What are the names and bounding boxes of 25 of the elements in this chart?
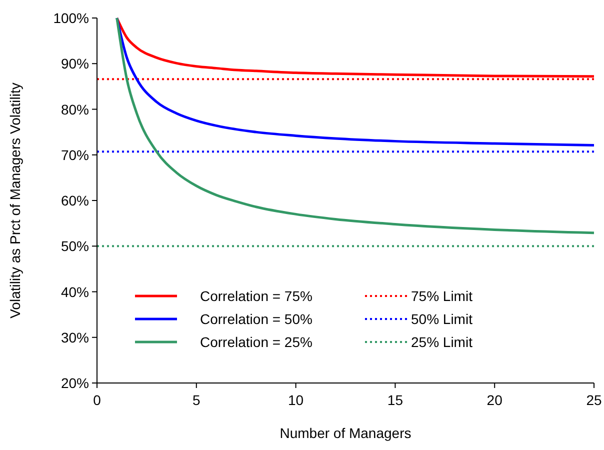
- legend-label: 25% Limit: [411, 334, 473, 350]
- y-tick-label: 30%: [60, 329, 89, 346]
- y-tick-label: 70%: [60, 146, 89, 163]
- y-axis-title: Volatility as Prct of Managers Volatility: [7, 82, 23, 318]
- y-tick-label: 50%: [60, 238, 89, 254]
- legend-label: Correlation = 75%: [200, 288, 312, 304]
- y-tick-label: 60%: [60, 192, 89, 208]
- x-tick-label: 15: [387, 392, 404, 408]
- line-series: [116, 16, 596, 147]
- x-axis-title: Number of Managers: [280, 425, 412, 441]
- legend-label: 50% Limit: [411, 311, 473, 327]
- x-tick-label: 25: [586, 392, 602, 408]
- x-tick-label: 20: [486, 392, 503, 408]
- legend-label: 75% Limit: [411, 288, 473, 304]
- y-tick-label: 80%: [60, 101, 89, 118]
- x-tick-label: 5: [192, 392, 200, 408]
- legend-label: Correlation = 50%: [200, 311, 312, 327]
- y-tick-label: 40%: [60, 284, 89, 300]
- line-series: [116, 16, 596, 234]
- x-tick-label: 10: [288, 392, 304, 408]
- y-tick-label: 20%: [60, 375, 89, 391]
- y-tick-label: 90%: [60, 56, 89, 72]
- x-tick-label: 0: [93, 392, 102, 408]
- legend-label: Correlation = 25%: [200, 334, 312, 350]
- y-tick-label: 100%: [53, 10, 89, 26]
